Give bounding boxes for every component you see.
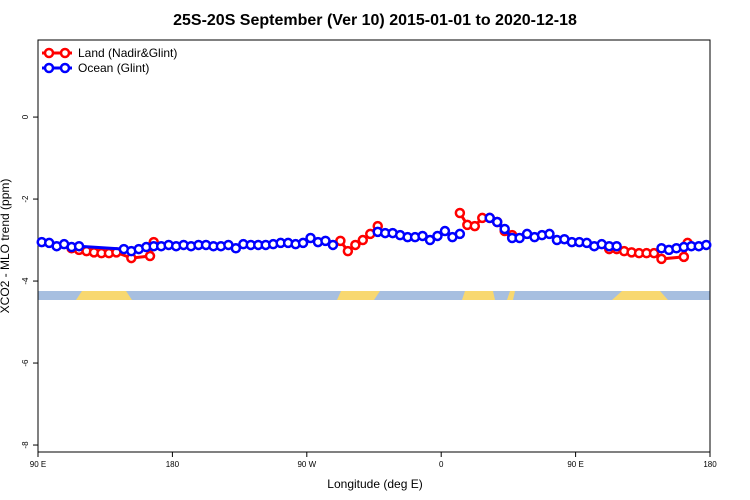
point bbox=[335, 235, 346, 247]
chart-title: 25S-20S September (Ver 10) 2015-01-01 to… bbox=[173, 12, 577, 29]
y-tick-label: -8 bbox=[21, 441, 30, 449]
point bbox=[357, 234, 369, 246]
y-tick-label: -4 bbox=[21, 277, 30, 285]
point bbox=[320, 235, 331, 247]
legend-marker bbox=[43, 47, 55, 59]
y-axis-label: XCO2 - MLO trend (ppm) bbox=[0, 179, 12, 314]
land-strip bbox=[462, 291, 495, 300]
point bbox=[611, 240, 622, 252]
point bbox=[342, 245, 354, 257]
point bbox=[678, 251, 690, 263]
point bbox=[230, 243, 242, 254]
point bbox=[439, 225, 451, 237]
point bbox=[297, 237, 309, 249]
x-tick-label: 90 W bbox=[297, 460, 316, 469]
series bbox=[36, 212, 712, 257]
x-tick-label: 90 E bbox=[30, 460, 46, 469]
x-tick-label: 0 bbox=[439, 460, 444, 469]
x-tick-label: 90 E bbox=[567, 460, 583, 469]
land-strip bbox=[337, 291, 380, 300]
point bbox=[424, 234, 436, 246]
point bbox=[499, 223, 510, 235]
x-tick-label: 180 bbox=[703, 460, 717, 469]
point bbox=[544, 228, 555, 240]
point bbox=[454, 207, 466, 219]
x-axis-label: Longitude (deg E) bbox=[327, 477, 422, 491]
legend-label: Land (Nadir&Glint) bbox=[78, 46, 177, 60]
land-strip bbox=[507, 291, 515, 300]
point bbox=[350, 239, 361, 251]
point bbox=[484, 212, 495, 224]
point bbox=[417, 230, 428, 242]
x-tick-label: 180 bbox=[166, 460, 180, 469]
point bbox=[73, 240, 85, 252]
y-tick-label: 0 bbox=[21, 114, 30, 119]
legend-marker bbox=[59, 62, 71, 74]
point bbox=[327, 239, 339, 251]
land-mask bbox=[38, 291, 710, 300]
legend-marker bbox=[59, 47, 71, 59]
point bbox=[454, 228, 466, 240]
land-strip bbox=[76, 291, 132, 300]
point bbox=[701, 239, 712, 251]
point bbox=[144, 250, 156, 262]
legend-marker bbox=[43, 62, 55, 74]
point bbox=[305, 232, 316, 244]
y-tick-label: -2 bbox=[21, 195, 30, 203]
point bbox=[491, 216, 503, 228]
point bbox=[514, 232, 525, 244]
land-strip bbox=[612, 291, 668, 300]
point bbox=[432, 230, 443, 242]
legend-label: Ocean (Glint) bbox=[78, 61, 149, 75]
point bbox=[469, 220, 481, 232]
point bbox=[648, 247, 660, 259]
y-tick-label: -6 bbox=[21, 359, 30, 367]
point bbox=[656, 253, 667, 265]
